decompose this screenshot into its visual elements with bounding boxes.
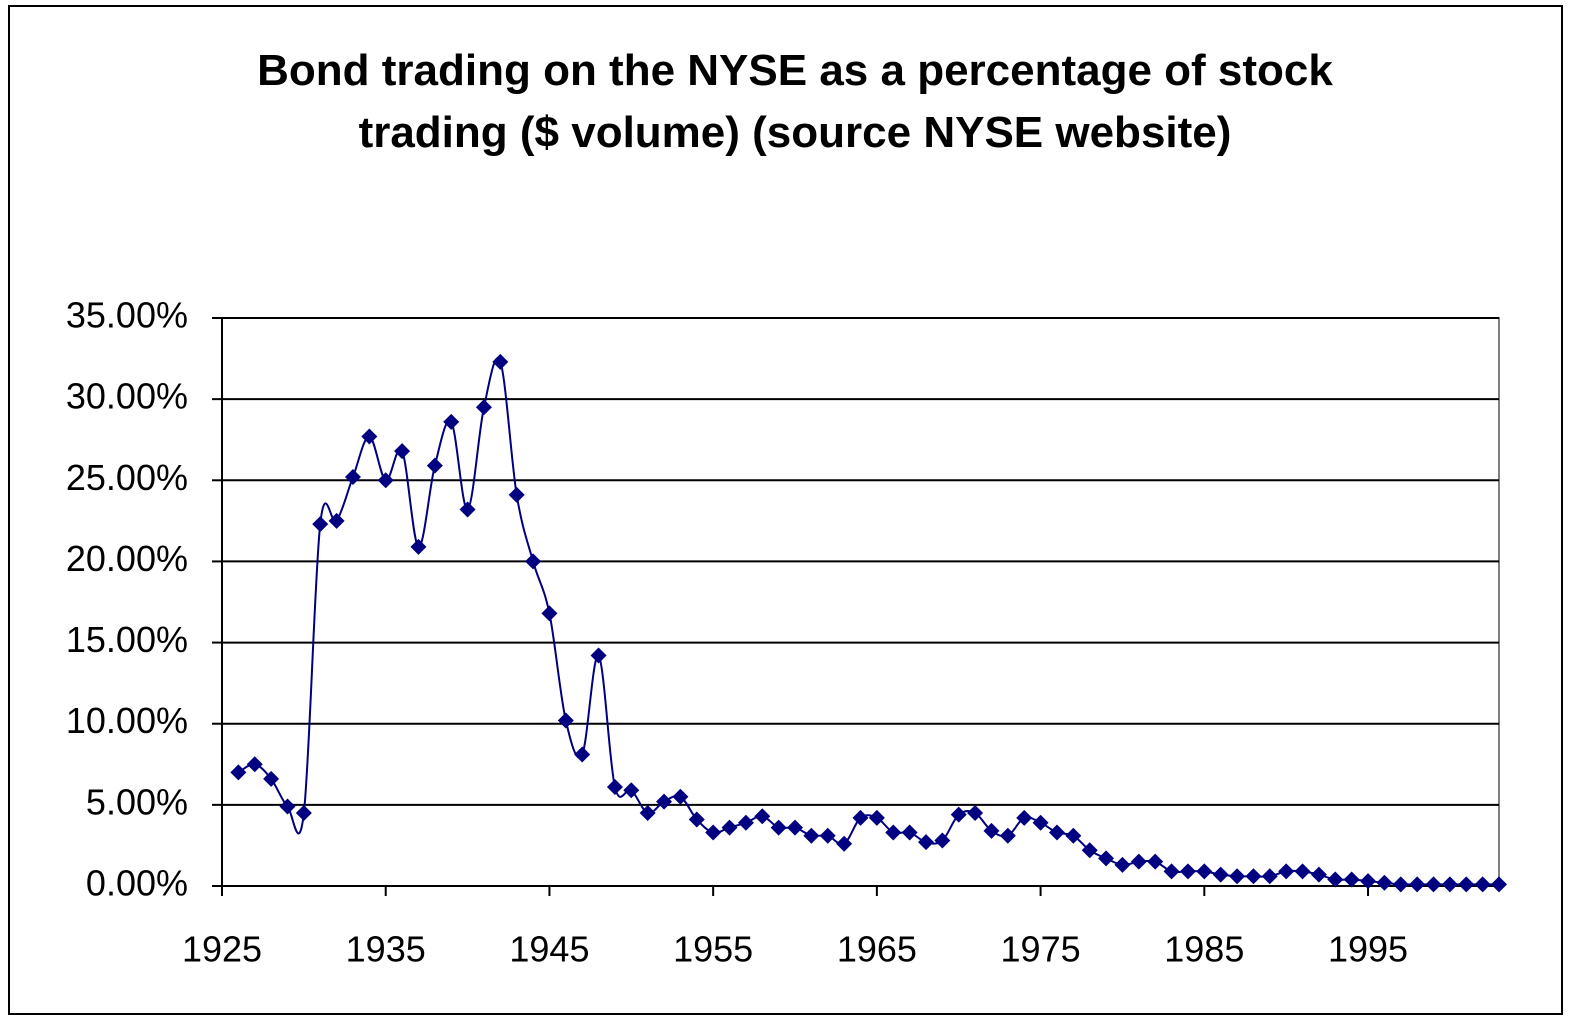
data-point bbox=[328, 512, 345, 529]
y-tick-label: 0.00% bbox=[86, 863, 188, 904]
data-point bbox=[459, 501, 476, 518]
data-point bbox=[1360, 873, 1377, 890]
data-point bbox=[557, 712, 574, 729]
data-point bbox=[1245, 868, 1262, 885]
data-point bbox=[590, 647, 607, 664]
data-point bbox=[1327, 871, 1344, 888]
data-point bbox=[1261, 868, 1278, 885]
data-point bbox=[1343, 871, 1360, 888]
data-point bbox=[525, 553, 542, 570]
data-point bbox=[819, 827, 836, 844]
data-point bbox=[1065, 827, 1082, 844]
data-point bbox=[1441, 876, 1458, 893]
chart-title: Bond trading on the NYSE as a percentage… bbox=[257, 46, 1333, 157]
data-point bbox=[836, 835, 853, 852]
plot-area bbox=[221, 317, 1500, 887]
x-tick-label: 1995 bbox=[1328, 929, 1408, 970]
data-point bbox=[606, 779, 623, 796]
data-point bbox=[443, 413, 460, 430]
data-point bbox=[508, 486, 525, 503]
data-point bbox=[999, 827, 1016, 844]
y-tick-label: 35.00% bbox=[66, 295, 188, 336]
data-point bbox=[344, 469, 361, 486]
data-point bbox=[475, 399, 492, 416]
data-point bbox=[1294, 863, 1311, 880]
data-point bbox=[950, 806, 967, 823]
data-point bbox=[394, 443, 411, 460]
data-point bbox=[803, 827, 820, 844]
data-point bbox=[1130, 853, 1147, 870]
data-point bbox=[426, 457, 443, 474]
data-point bbox=[1458, 876, 1475, 893]
data-point bbox=[901, 824, 918, 841]
series-line bbox=[237, 357, 1499, 886]
data-point bbox=[1212, 866, 1229, 883]
data-point bbox=[230, 764, 247, 781]
y-tick-label: 25.00% bbox=[66, 457, 188, 498]
data-point bbox=[1114, 856, 1131, 873]
data-point bbox=[1229, 868, 1246, 885]
data-point bbox=[1278, 863, 1295, 880]
y-tick-label: 5.00% bbox=[86, 781, 188, 822]
x-tick-label: 1955 bbox=[673, 929, 753, 970]
data-point bbox=[1048, 824, 1065, 841]
x-tick-label: 1925 bbox=[182, 929, 262, 970]
data-point bbox=[1163, 863, 1180, 880]
data-point bbox=[770, 819, 787, 836]
data-point bbox=[754, 808, 771, 825]
data-point bbox=[1196, 863, 1213, 880]
data-point bbox=[983, 822, 1000, 839]
y-tick-label: 20.00% bbox=[66, 538, 188, 579]
x-tick-label: 1985 bbox=[1164, 929, 1244, 970]
data-point bbox=[868, 809, 885, 826]
data-point bbox=[1474, 876, 1491, 893]
data-point bbox=[934, 832, 951, 849]
data-point bbox=[721, 819, 738, 836]
x-tick-label: 1965 bbox=[837, 929, 917, 970]
data-point bbox=[688, 811, 705, 828]
y-tick-label: 10.00% bbox=[66, 700, 188, 741]
data-point bbox=[639, 804, 656, 821]
data-point bbox=[1179, 863, 1196, 880]
data-point bbox=[312, 516, 329, 533]
y-tick-label: 30.00% bbox=[66, 376, 188, 417]
data-point bbox=[1425, 876, 1442, 893]
data-point bbox=[1081, 842, 1098, 859]
data-point bbox=[1409, 876, 1426, 893]
data-point bbox=[574, 746, 591, 763]
data-point bbox=[852, 809, 869, 826]
data-point bbox=[1376, 874, 1393, 891]
data-point bbox=[410, 538, 427, 555]
data-point bbox=[1098, 850, 1115, 867]
data-point bbox=[1032, 814, 1049, 831]
data-point bbox=[672, 788, 689, 805]
data-point bbox=[737, 814, 754, 831]
data-point bbox=[967, 804, 984, 821]
data-point bbox=[361, 428, 378, 445]
data-point bbox=[917, 834, 934, 851]
data-point bbox=[492, 353, 509, 370]
x-tick-label: 1975 bbox=[1001, 929, 1081, 970]
x-tick-label: 1935 bbox=[346, 929, 426, 970]
data-point bbox=[656, 793, 673, 810]
data-point bbox=[1016, 809, 1033, 826]
data-point bbox=[885, 824, 902, 841]
y-tick-label: 15.00% bbox=[66, 619, 188, 660]
data-point bbox=[541, 605, 558, 622]
x-tick-label: 1945 bbox=[509, 929, 589, 970]
data-point bbox=[377, 472, 394, 489]
data-point bbox=[623, 782, 640, 799]
data-point bbox=[1147, 853, 1164, 870]
data-point bbox=[1392, 876, 1409, 893]
data-point bbox=[295, 804, 312, 821]
data-point bbox=[1310, 866, 1327, 883]
data-point bbox=[279, 798, 296, 815]
data-point bbox=[787, 819, 804, 836]
data-point bbox=[246, 756, 263, 773]
data-point bbox=[263, 770, 280, 787]
data-point bbox=[1491, 876, 1507, 893]
data-point bbox=[705, 824, 722, 841]
